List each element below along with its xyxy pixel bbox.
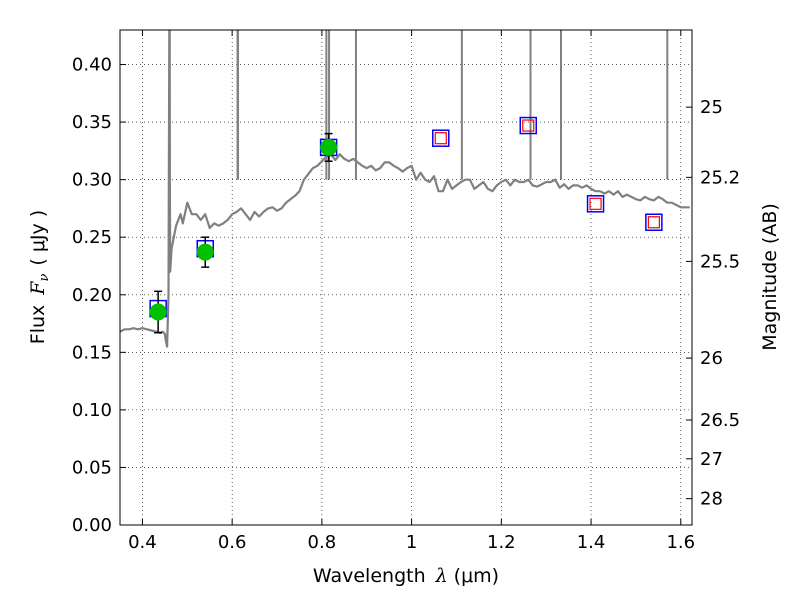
y-tick-label: 0.40 <box>72 55 112 76</box>
observed-limit-point <box>647 216 660 229</box>
grid-lines <box>120 30 692 526</box>
y-tick-label: 0.15 <box>72 342 112 363</box>
y-axis-symbol: F <box>27 281 49 296</box>
x-axis-label-text: Wavelength <box>313 565 426 587</box>
model-point <box>645 213 663 231</box>
ticks-layer: 0.4 0.6 0.8 1 1.2 1.4 1.6 0.00 0.05 0.10 0.15 0.20 0… <box>72 30 740 553</box>
y-axis-label: Flux Fν ( μJy ) <box>27 210 52 344</box>
y-axis-unit: ( μJy ) <box>27 210 49 266</box>
model-point <box>432 129 450 147</box>
y-tick-label: 0.20 <box>72 285 112 306</box>
observed-limit-point <box>434 132 447 145</box>
magnitude-tick-label: 26 <box>700 348 723 369</box>
observed-limit-point <box>522 119 535 132</box>
magnitude-tick-label: 27 <box>700 449 723 470</box>
y-axis-subscript: ν <box>37 274 52 282</box>
spectrum-line <box>120 30 690 348</box>
x-tick-label: 1.4 <box>577 532 606 553</box>
x-tick-label: 1.6 <box>666 532 695 553</box>
x-tick-label: 1.2 <box>487 532 516 553</box>
markers-layer <box>149 116 663 334</box>
spectrum-layer <box>120 30 690 348</box>
observed-point <box>149 303 167 321</box>
magnitude-tick-label: 26.5 <box>700 410 740 431</box>
y-tick-label: 0.25 <box>72 227 112 248</box>
y-tick-label: 0.30 <box>72 170 112 191</box>
magnitude-tick-label: 25 <box>700 97 723 118</box>
x-axis-unit: (μm) <box>454 565 499 587</box>
model-point <box>519 116 538 135</box>
x-axis-symbol: λ <box>435 565 448 587</box>
observed-limit-point <box>589 197 602 210</box>
x-tick-label: 1 <box>406 532 417 553</box>
x-axis-label: Wavelength λ (μm) <box>313 565 499 587</box>
magnitude-tick-label: 25.2 <box>700 167 740 188</box>
y-tick-label: 0.10 <box>72 400 112 421</box>
x-tick-label: 0.4 <box>128 532 157 553</box>
y-tick-label: 0.35 <box>72 112 112 133</box>
magnitude-tick-label: 25.5 <box>700 251 740 272</box>
magnitude-tick-label: 28 <box>700 489 723 510</box>
x-tick-label: 0.8 <box>308 532 337 553</box>
model-point <box>586 195 605 213</box>
secondary-y-axis-label: Magnitude (AB) <box>759 203 781 351</box>
observed-point <box>196 243 214 261</box>
plot-frame <box>119 29 693 526</box>
observed-point <box>320 138 338 156</box>
x-tick-label: 0.6 <box>218 532 247 553</box>
y-tick-label: 0.05 <box>72 457 112 478</box>
y-tick-label: 0.00 <box>72 515 112 536</box>
y-axis-label-text: Flux <box>27 305 49 345</box>
